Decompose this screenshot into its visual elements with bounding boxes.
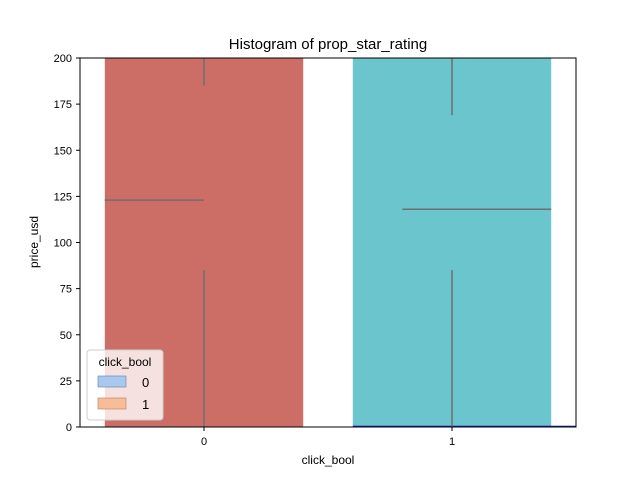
- chart-title: Histogram of prop_star_rating: [229, 36, 427, 53]
- bars-layer: [104, 58, 552, 427]
- legend-swatch-1: [97, 397, 127, 410]
- y-tick-label: 125: [54, 191, 72, 203]
- boxplot-overlay-layer: [104, 58, 576, 427]
- legend-label-1: 1: [142, 397, 149, 412]
- legend-swatch-0: [97, 375, 127, 388]
- hist-overlay-1: [352, 425, 576, 427]
- y-tick-label: 75: [60, 284, 72, 296]
- y-tick-label: 150: [54, 145, 72, 157]
- y-tick-label: 0: [66, 422, 72, 434]
- y-axis: 0 25 50 75 100 125 150 175 200: [54, 53, 80, 434]
- legend: click_bool 0 1: [86, 349, 164, 421]
- y-tick-label: 100: [54, 238, 72, 250]
- y-tick-label: 175: [54, 99, 72, 111]
- y-axis-label: price_usd: [27, 216, 41, 268]
- x-tick-label: 1: [449, 436, 455, 448]
- legend-title: click_bool: [99, 355, 152, 369]
- y-tick-label: 25: [60, 376, 72, 388]
- legend-label-0: 0: [142, 375, 149, 390]
- y-tick-label: 200: [54, 53, 72, 65]
- x-tick-label: 0: [201, 436, 207, 448]
- y-tick-label: 50: [60, 330, 72, 342]
- x-axis-label: click_bool: [302, 453, 355, 467]
